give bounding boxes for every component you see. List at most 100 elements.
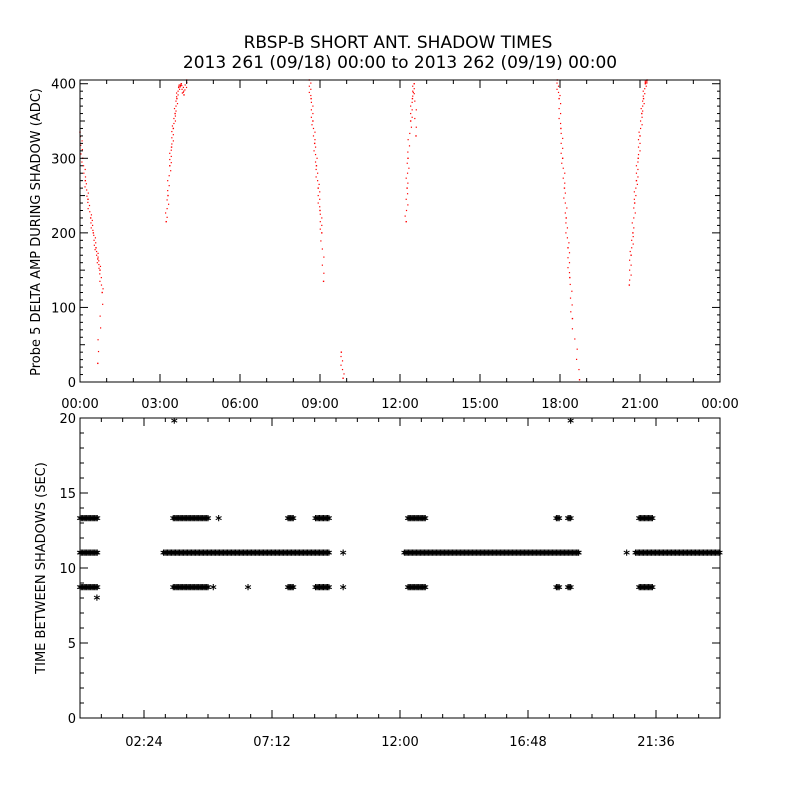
- amplitude-point: [97, 258, 99, 260]
- interval-point: *: [454, 549, 461, 564]
- amplitude-point: [99, 273, 101, 275]
- interval-point: *: [340, 549, 347, 564]
- interval-point: *: [320, 549, 327, 564]
- interval-point: *: [418, 549, 425, 564]
- interval-point: *: [648, 514, 655, 529]
- amplitude-point: [637, 176, 639, 178]
- amplitude-point: [633, 202, 636, 204]
- amplitude-point: [405, 209, 408, 212]
- interval-point: *: [301, 549, 308, 564]
- interval-point: *: [520, 549, 527, 564]
- interval-point: *: [93, 594, 100, 609]
- interval-point: *: [93, 514, 100, 529]
- interval-point: *: [221, 549, 228, 564]
- interval-point: *: [185, 583, 192, 598]
- interval-point: *: [636, 549, 643, 564]
- amplitude-point: [308, 85, 310, 87]
- amplitude-point: [86, 189, 88, 191]
- amplitude-point: [407, 157, 409, 159]
- amplitude-point: [635, 165, 638, 167]
- amplitude-point: [411, 97, 414, 100]
- interval-point: *: [530, 549, 537, 564]
- amplitude-point: [81, 148, 83, 151]
- amplitude-point: [310, 82, 312, 84]
- interval-point: *: [640, 583, 647, 598]
- chart-title: RBSP-B SHORT ANT. SHADOW TIMES: [244, 33, 553, 53]
- interval-point: *: [324, 583, 331, 598]
- interval-point: *: [632, 549, 639, 564]
- interval-point: *: [181, 514, 188, 529]
- interval-point: *: [295, 549, 302, 564]
- interval-point: *: [175, 549, 182, 564]
- interval-point: *: [239, 549, 246, 564]
- amplitude-point: [180, 83, 182, 85]
- interval-point: *: [89, 583, 96, 598]
- interval-point: *: [565, 583, 572, 598]
- amplitude-point: [92, 224, 94, 227]
- interval-point: *: [190, 514, 197, 529]
- interval-point: *: [537, 549, 544, 564]
- interval-point: *: [533, 549, 540, 564]
- amplitude-point: [568, 242, 570, 244]
- interval-point: *: [671, 549, 678, 564]
- interval-point: *: [182, 514, 189, 529]
- interval-point: *: [219, 549, 226, 564]
- interval-point: *: [189, 549, 196, 564]
- amplitude-point: [557, 85, 560, 87]
- interval-y-tick-label: 15: [59, 487, 76, 502]
- amplitude-point: [165, 220, 167, 223]
- interval-point: *: [445, 549, 452, 564]
- interval-point: *: [449, 549, 456, 564]
- interval-point: *: [203, 583, 210, 598]
- interval-point: *: [217, 549, 224, 564]
- interval-point: *: [516, 549, 523, 564]
- amplitude-point: [567, 267, 569, 269]
- interval-point: *: [417, 514, 424, 529]
- amplitude-point: [568, 252, 571, 254]
- amplitude-point: [410, 105, 412, 107]
- interval-point: *: [313, 583, 320, 598]
- amplitude-point: [84, 168, 86, 171]
- amplitude-point: [569, 283, 571, 286]
- interval-point: *: [91, 583, 98, 598]
- interval-point: *: [289, 583, 296, 598]
- interval-point: *: [253, 549, 260, 564]
- interval-point: *: [323, 583, 330, 598]
- amplitude-point: [311, 124, 313, 126]
- interval-point: *: [220, 549, 227, 564]
- amplitude-point: [314, 139, 316, 141]
- amplitude-point: [182, 91, 184, 94]
- interval-point: *: [438, 549, 445, 564]
- interval-point: *: [685, 549, 692, 564]
- amplitude-point: [632, 243, 634, 245]
- interval-point: *: [414, 549, 421, 564]
- amplitude-point: [310, 88, 312, 90]
- interval-point: *: [164, 549, 171, 564]
- interval-point: *: [564, 549, 571, 564]
- interval-point: *: [251, 549, 258, 564]
- amplitude-y-axis-label: Probe 5 DELTA AMP DURING SHADOW (ADC): [29, 88, 44, 376]
- amplitude-point: [323, 256, 325, 258]
- interval-point: *: [228, 549, 235, 564]
- amplitude-point: [94, 237, 97, 239]
- interval-point: *: [192, 549, 199, 564]
- amplitude-point: [172, 127, 175, 130]
- interval-point: *: [199, 514, 206, 529]
- interval-point: *: [415, 514, 422, 529]
- interval-point: *: [190, 583, 197, 598]
- amplitude-point: [565, 222, 567, 224]
- interval-point: *: [231, 549, 238, 564]
- interval-point: *: [649, 514, 656, 529]
- amplitude-point: [318, 183, 320, 185]
- interval-point: *: [299, 549, 306, 564]
- interval-point: *: [448, 549, 455, 564]
- amplitude-y-tick-label: 300: [51, 152, 76, 167]
- amplitude-point: [91, 219, 93, 222]
- interval-point: *: [406, 583, 413, 598]
- interval-point: *: [641, 549, 648, 564]
- interval-point: *: [87, 583, 94, 598]
- interval-point: *: [505, 549, 512, 564]
- interval-point: *: [291, 549, 298, 564]
- amplitude-point: [176, 97, 178, 100]
